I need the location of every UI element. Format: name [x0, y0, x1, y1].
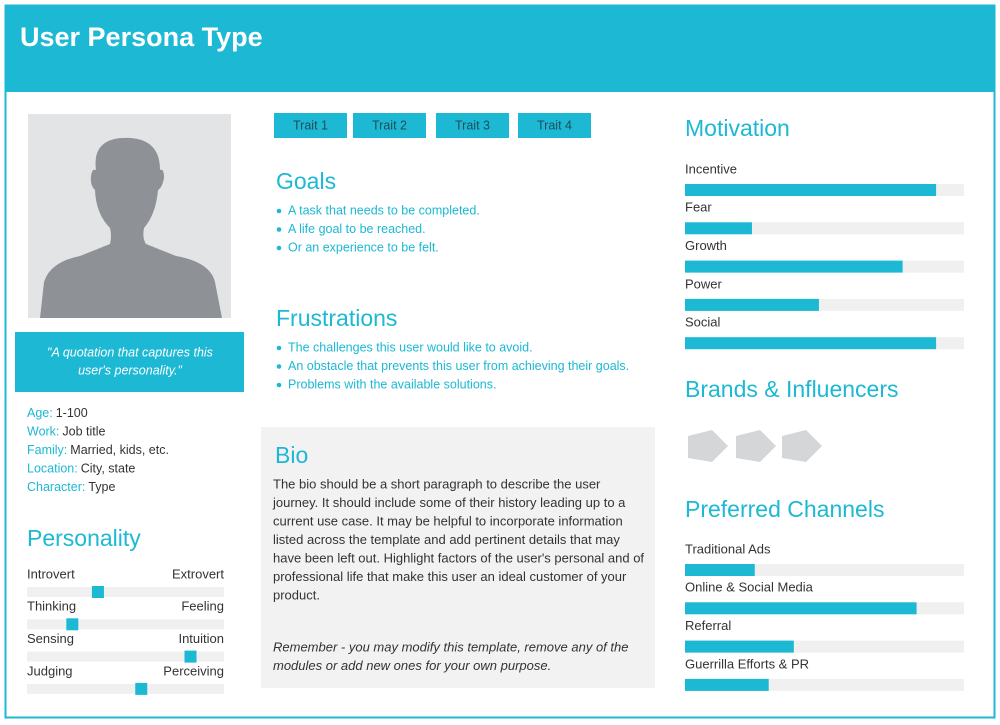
bar-label: Guerrilla Efforts & PR [685, 656, 809, 671]
bio-line: current use case. It may be helpful to i… [273, 513, 623, 528]
trait-button [518, 113, 591, 138]
bullet [276, 345, 282, 351]
brand-logos [688, 430, 822, 462]
slider-marker [66, 618, 79, 631]
bar-label: Growth [685, 238, 727, 253]
list-item: An obstacle that prevents this user from… [288, 359, 629, 373]
detail: Location: City, state [27, 462, 135, 476]
trait-left: Introvert [27, 566, 75, 581]
bullet [276, 208, 282, 214]
section-title: Motivation [685, 115, 790, 141]
detail: Character: Type [27, 480, 116, 494]
section-title: Bio [275, 442, 308, 468]
trait-label: Trait 3 [455, 118, 490, 132]
bio-note: modules or add new ones for your own pur… [273, 658, 551, 673]
header-band [5, 5, 995, 92]
slider-marker [184, 650, 197, 663]
bio-box [261, 427, 655, 688]
bar [685, 564, 755, 576]
trait-right: Perceiving [163, 663, 224, 678]
detail: Family: Married, kids, etc. [27, 443, 169, 457]
bullet [276, 364, 282, 369]
trait-button [353, 113, 426, 138]
list-item: Or an experience to be felt. [288, 240, 439, 254]
slider-track [27, 651, 224, 662]
detail: Age: 1-100 [27, 406, 88, 420]
bio-line: journey. It should include some of their… [272, 495, 626, 510]
bar-label: Online & Social Media [685, 580, 814, 595]
bar [685, 602, 917, 615]
bio-line: listed across the template and add perti… [273, 532, 620, 547]
bar [685, 337, 937, 350]
page-title: User Persona Type [20, 22, 263, 52]
section-title: Personality [27, 525, 141, 551]
trait-left: Sensing [27, 631, 74, 646]
bullet [276, 227, 282, 232]
bar-label: Incentive [685, 161, 737, 176]
bar-label: Traditional Ads [685, 541, 771, 556]
list-item: Problems with the available solutions. [288, 377, 496, 391]
bar-label: Fear [685, 200, 712, 215]
bar [685, 298, 819, 311]
detail-value: Type [88, 480, 115, 494]
bio-line: professional life that make this user an… [273, 569, 627, 584]
detail-label: Work: [27, 425, 59, 439]
trait-label: Trait 2 [372, 118, 407, 132]
section-title: Brands & Influencers [685, 376, 899, 402]
slider-marker [91, 586, 104, 598]
trait-label: Trait 1 [293, 118, 328, 132]
trait-right: Extrovert [172, 566, 224, 581]
bar [685, 678, 769, 691]
quote-line: user's personality." [78, 363, 182, 377]
bar-label: Power [685, 276, 723, 291]
bio-note: Remember - you may modify this template,… [273, 639, 628, 654]
bar-label: Social [685, 315, 721, 330]
detail-label: Age: [27, 406, 53, 420]
silhouette [40, 137, 222, 318]
detail-value: City, state [81, 462, 136, 476]
slider-track [27, 683, 224, 694]
detail: Work: Job title [27, 425, 106, 439]
bullet [276, 245, 282, 251]
slider-track [27, 587, 224, 597]
list-item: A task that needs to be completed. [288, 203, 480, 217]
bullet [276, 382, 282, 388]
detail-label: Character: [27, 480, 85, 494]
section-title: Frustrations [276, 305, 397, 331]
bar-track [685, 222, 964, 235]
quote-line: "A quotation that captures this [47, 345, 213, 359]
bar [685, 640, 794, 653]
bio-line: product. [273, 587, 320, 602]
bio-line: have been left out. Highlight factors of… [273, 550, 644, 565]
slider-marker [135, 682, 148, 695]
trait-button [436, 113, 509, 138]
quote-box [15, 332, 244, 392]
detail-value: Married, kids, etc. [70, 443, 169, 457]
detail-value: Job title [62, 425, 105, 439]
bio-line: The bio should be a short paragraph to d… [273, 476, 601, 491]
trait-label: Trait 4 [537, 118, 572, 132]
trait-left: Judging [27, 663, 73, 678]
detail-label: Location: [27, 462, 78, 476]
trait-left: Thinking [27, 599, 76, 614]
bar [685, 184, 937, 196]
list-item: The challenges this user would like to a… [288, 340, 533, 354]
trait-right: Intuition [178, 631, 224, 646]
trait-right: Feeling [181, 599, 224, 614]
detail-label: Family: [27, 443, 67, 457]
bar [685, 260, 903, 273]
bar-label: Referral [685, 618, 731, 633]
bar [685, 222, 752, 235]
section-title: Preferred Channels [685, 496, 884, 522]
trait-button [274, 113, 347, 138]
list-item: A life goal to be reached. [288, 222, 426, 236]
detail-value: 1-100 [56, 406, 88, 420]
section-title: Goals [276, 168, 336, 194]
slider-track [27, 619, 224, 630]
